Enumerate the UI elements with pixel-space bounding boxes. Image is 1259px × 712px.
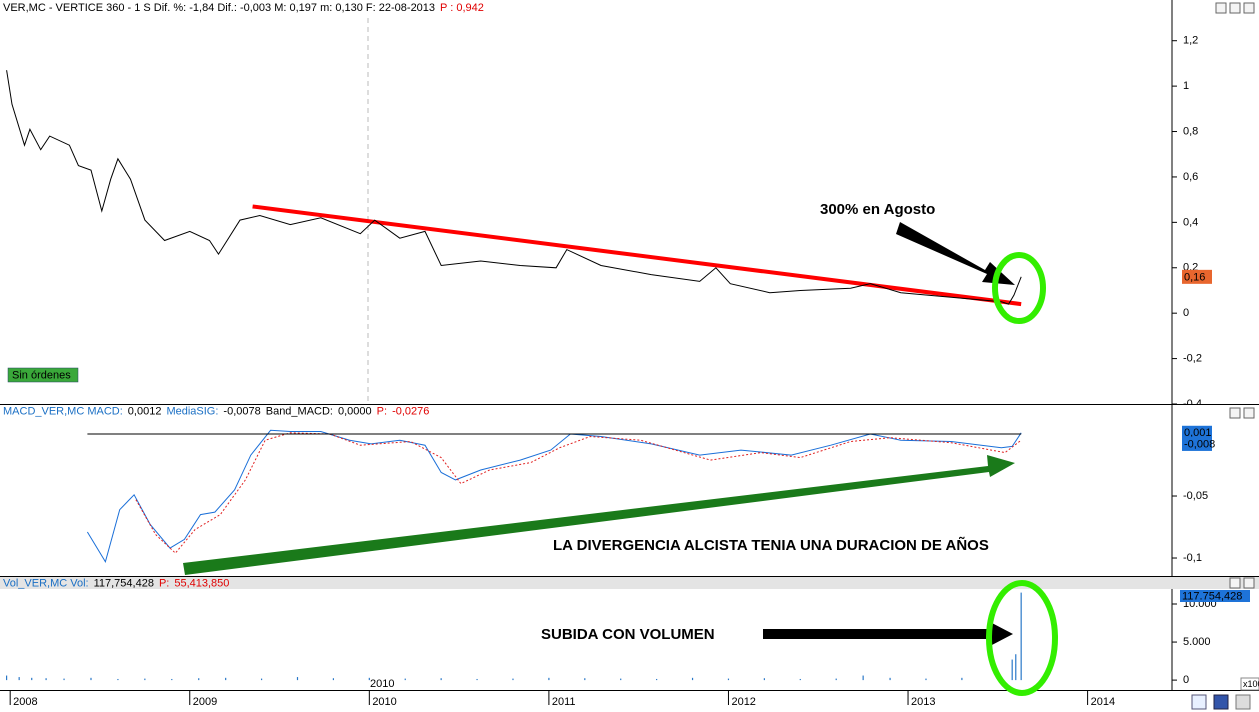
annotation: 300% en Agosto (820, 201, 935, 218)
series-line (6, 70, 1022, 305)
x-tick-label: 2010 (372, 696, 396, 708)
last-value-label: 0,001 (1184, 427, 1212, 439)
close-button[interactable] (1243, 407, 1255, 419)
y-tick-label: -0,1 (1183, 552, 1202, 564)
units-box (1240, 677, 1259, 691)
status-text: Sin órdenes (12, 369, 71, 381)
trendline (252, 204, 1022, 307)
y-tick-label: 5.000 (1183, 636, 1211, 648)
last-value-box (1182, 436, 1212, 451)
arrow (763, 622, 1013, 646)
header-part: -0,0276 (392, 405, 429, 417)
annotation-shapes (183, 222, 1058, 696)
y-tick-label: 0,8 (1183, 125, 1198, 137)
panel: -0,05 -0,1 0,001-0,008 (86, 425, 1215, 564)
print-icon[interactable] (1235, 694, 1251, 710)
header-part: 55,413,850 (174, 577, 229, 589)
x-tick-label: 2009 (193, 696, 217, 708)
series-line (86, 429, 1022, 563)
top-label-box (1180, 590, 1250, 602)
panel: 1,210,80,60,40,20-0,2-0,40,16 (6, 35, 1212, 410)
y-tick-label: 0,4 (1183, 216, 1198, 228)
header-part: MediaSIG: (166, 405, 218, 417)
x-tick-label: 2011 (552, 696, 576, 708)
y-tick-label: 1,2 (1183, 35, 1198, 47)
maximize-button[interactable] (1229, 407, 1241, 419)
panel-header: VER,MC - VERTICE 360 - 1 S Dif. %: -1,84… (3, 2, 484, 14)
panel-header: Vol_VER,MC Vol: 117,754,428 P: 55,413,850 (3, 577, 229, 589)
x-tick-label: 2014 (1091, 696, 1115, 708)
header-part: MACD_VER,MC MACD: (3, 405, 123, 417)
header-part: Vol_VER,MC Vol: (3, 577, 89, 589)
cursor-label: 2010 (370, 678, 394, 690)
highlight-ellipse (992, 252, 1046, 324)
top-label: 117.754,428 (1182, 590, 1242, 602)
annotation: SUBIDA CON VOLUMEN (541, 626, 715, 643)
x-tick-label: 2008 (13, 696, 37, 708)
y-tick-label: 0 (1183, 307, 1189, 319)
panel-header: MACD_VER,MC MACD: 0,0012 MediaSIG: -0,0078 B… (3, 405, 429, 417)
x-tick-label: 2012 (731, 696, 755, 708)
header-part: Band_MACD: (266, 405, 333, 417)
y-tick-label: 0,6 (1183, 171, 1198, 183)
header-part: P: (159, 577, 169, 589)
window-buttons[interactable] (1191, 2, 1255, 710)
close-button[interactable] (1243, 577, 1255, 589)
annotation: LA DIVERGENCIA ALCISTA TENIA UNA DURACIO… (553, 536, 989, 554)
save-icon[interactable] (1213, 694, 1229, 710)
header-part: VER,MC - VERTICE 360 - 1 S Dif. %: -1,84… (3, 2, 435, 14)
y-tick-label: 0 (1183, 674, 1189, 686)
header-part: P : 0,942 (440, 2, 484, 14)
last-value-box (1182, 425, 1212, 440)
close-button[interactable] (1243, 2, 1255, 14)
maximize-button[interactable] (1229, 2, 1241, 14)
header-part: 0,0012 (128, 405, 162, 417)
y-tick-label: 1 (1183, 80, 1189, 92)
header-part: P: (377, 405, 387, 417)
minimize-button[interactable] (1215, 2, 1227, 14)
arrow (183, 455, 1015, 575)
y-tick-label: -0,05 (1183, 490, 1208, 502)
x-tick-label: 2013 (911, 696, 935, 708)
last-value-label: 0,16 (1184, 271, 1205, 283)
settings-icon[interactable] (1191, 694, 1207, 710)
highlight-ellipse (986, 580, 1058, 696)
header-part: -0,0078 (223, 405, 260, 417)
status-box (7, 367, 79, 383)
y-tick-label: -0,2 (1183, 352, 1202, 364)
units-label: x100 (1243, 679, 1259, 689)
header-part: 117,754,428 (94, 577, 154, 589)
last-value-box (1182, 269, 1212, 284)
y-tick-label: -0,4 (1183, 398, 1202, 410)
arrow (896, 222, 1015, 285)
header-part: 0,0000 (338, 405, 372, 417)
last-value-label: -0,008 (1184, 438, 1215, 450)
header-bar (0, 577, 1259, 589)
maximize-button[interactable] (1229, 577, 1241, 589)
